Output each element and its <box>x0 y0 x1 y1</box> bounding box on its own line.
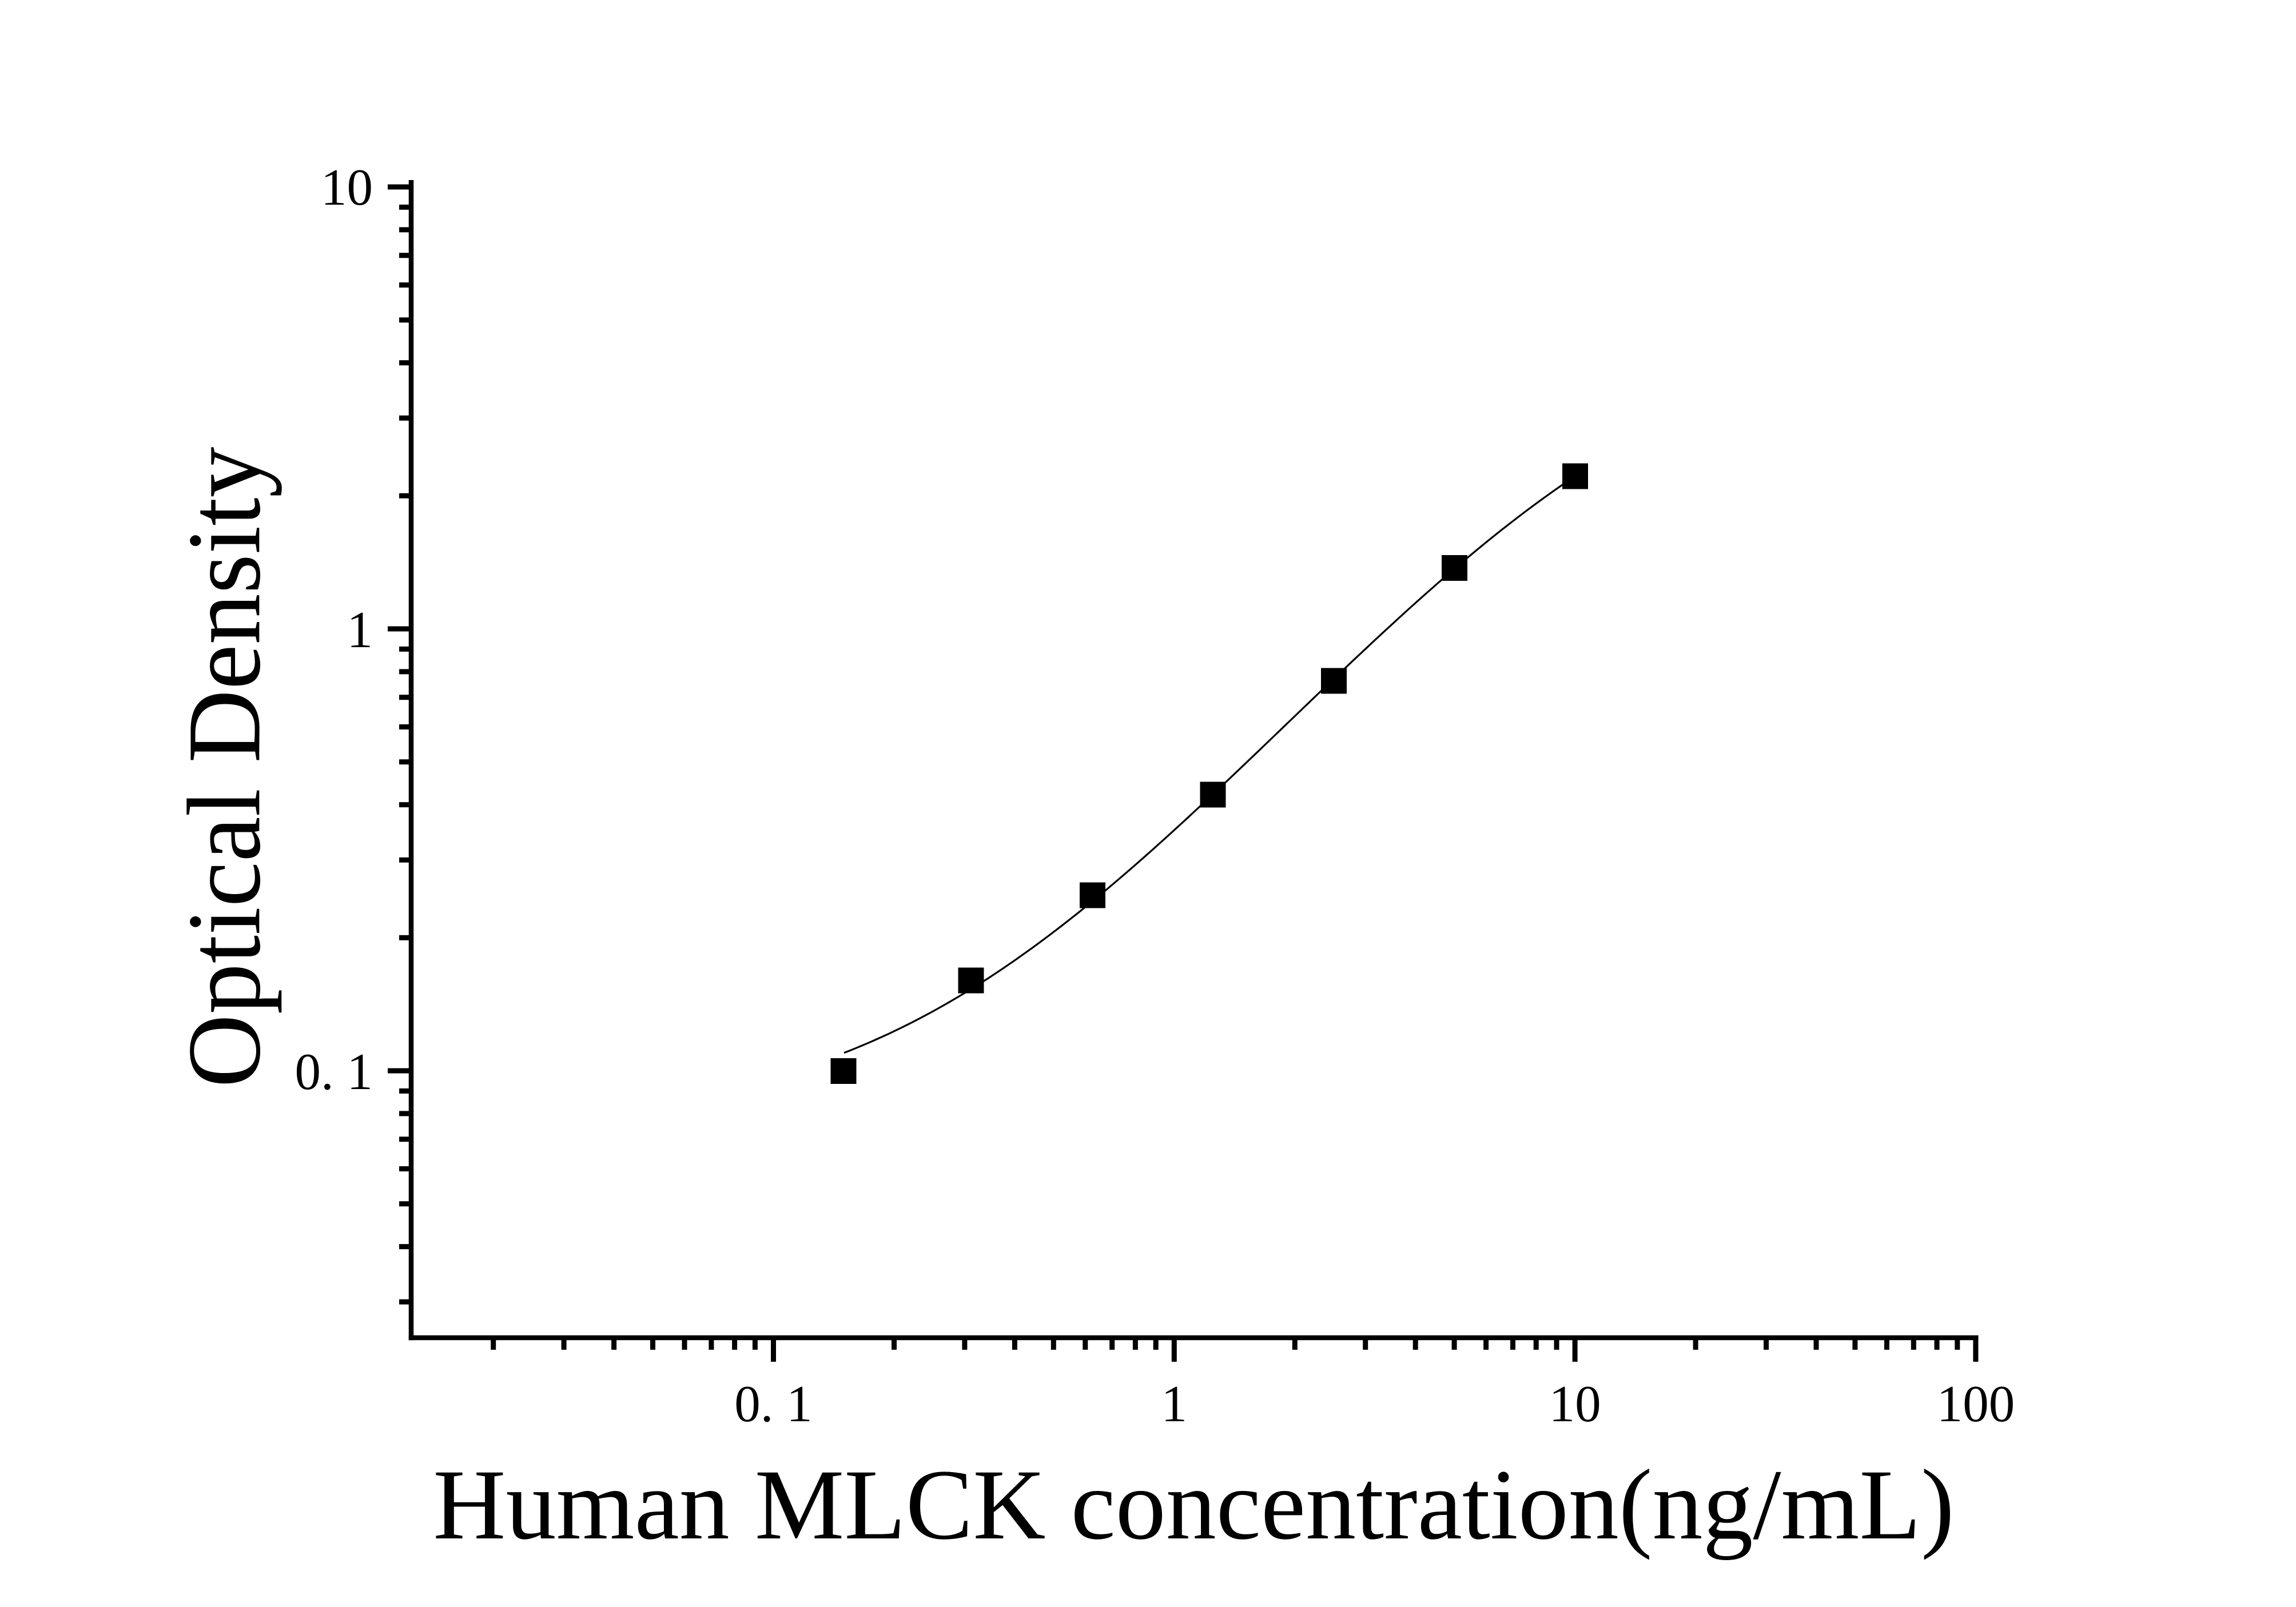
svg-text:1: 1 <box>1161 1375 1188 1433</box>
svg-text:10: 10 <box>321 158 373 216</box>
svg-text:Optical Density: Optical Density <box>166 447 282 1088</box>
svg-text:0. 1: 0. 1 <box>734 1375 813 1433</box>
svg-text:0. 1: 0. 1 <box>295 1043 373 1100</box>
svg-text:100: 100 <box>1937 1375 2015 1433</box>
svg-text:10: 10 <box>1549 1375 1601 1433</box>
svg-text:Human MLCK concentration(ng/mL: Human MLCK concentration(ng/mL) <box>433 1449 1954 1561</box>
svg-text:1: 1 <box>347 601 373 659</box>
